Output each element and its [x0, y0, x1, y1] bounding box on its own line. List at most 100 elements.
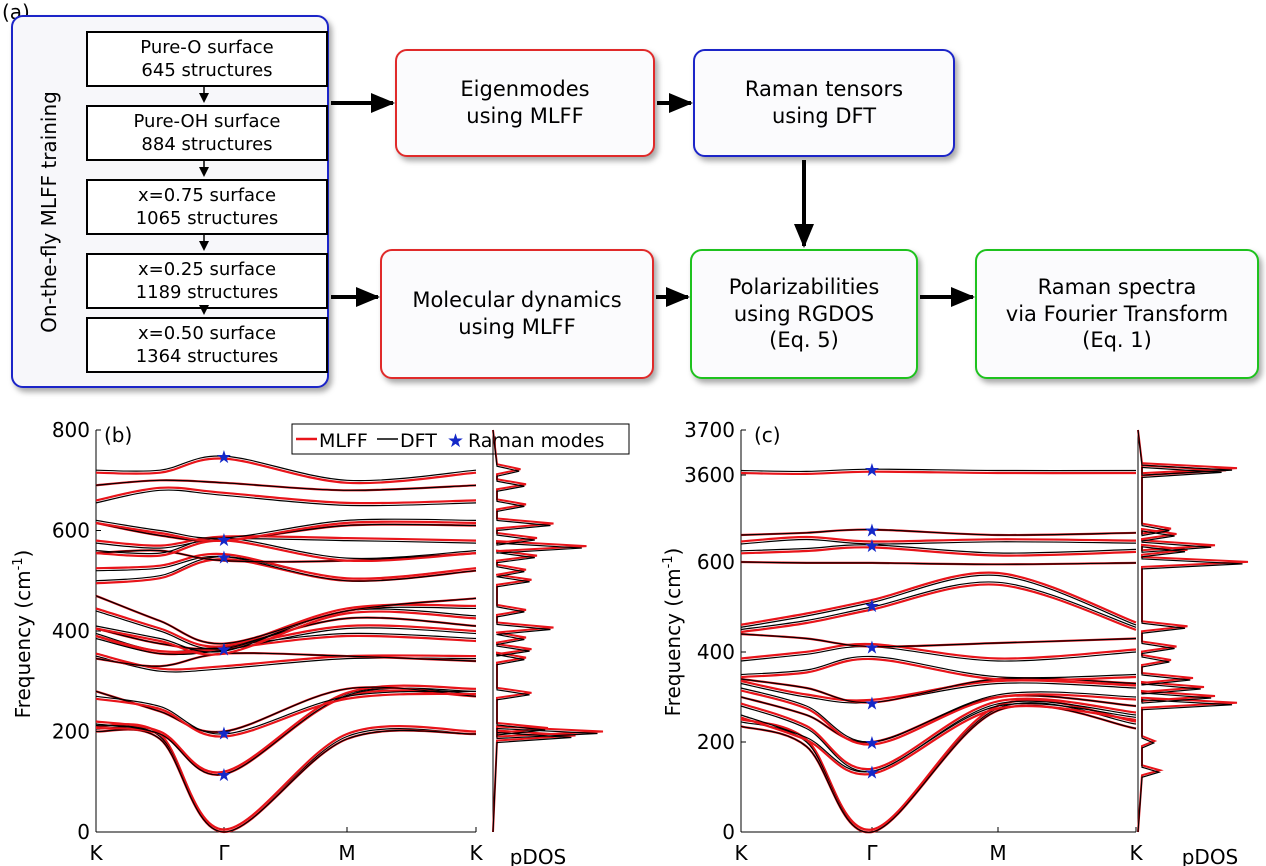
- raman-spectra-box: Raman spectra via Fourier Transform (Eq.…: [975, 249, 1259, 379]
- band-dft: [740, 645, 1137, 662]
- stage-count: 1364 structures: [135, 346, 279, 367]
- band-dft: [95, 608, 477, 653]
- legend-raman: Raman modes: [468, 430, 604, 452]
- band-dft: [95, 455, 477, 482]
- y-tick-label: 600: [52, 519, 90, 543]
- band-mlff: [95, 692, 477, 738]
- band-dft: [95, 606, 477, 650]
- y-tick-label: 600: [697, 550, 735, 574]
- x-tick-label: M: [338, 841, 355, 865]
- x-tick-label: K: [734, 841, 748, 865]
- y-tick-label: 0: [722, 820, 735, 844]
- band-mlff: [740, 583, 1137, 634]
- panel-b-label: (b): [104, 423, 132, 447]
- raman-mode-star: ★: [216, 548, 232, 569]
- band-mlff: [740, 704, 1137, 776]
- y-tick-label: 3700: [684, 418, 735, 442]
- md-method: using MLFF: [458, 315, 576, 339]
- y-tick-label: 800: [52, 418, 90, 442]
- raman-tensors-method: using DFT: [771, 104, 877, 128]
- eigenmodes-method: using MLFF: [466, 104, 584, 128]
- stage-count: 1189 structures: [135, 282, 279, 303]
- chart-c: Frequency (cm-1) (c) pDOS 0 200 400 600 3600…: [661, 418, 1249, 866]
- band-mlff: [95, 539, 477, 563]
- stage-box: Pure-O surface 645 structures: [86, 31, 328, 87]
- raman-mode-star: ★: [864, 521, 880, 542]
- panel-c-label: (c): [754, 423, 781, 447]
- band-dft: [740, 687, 1137, 743]
- x-tick-label: Γ: [218, 841, 230, 865]
- band-mlff: [95, 552, 477, 580]
- y-tick-label: 200: [52, 720, 90, 744]
- band-mlff: [95, 684, 477, 774]
- ylabel: Frequency (cm-1): [11, 550, 35, 719]
- stage-name: x=0.50 surface: [137, 322, 277, 344]
- band-dft: [740, 561, 1137, 565]
- y-tick-label: 400: [52, 619, 90, 643]
- band-dft: [95, 728, 477, 833]
- band-dft: [740, 574, 1137, 628]
- stage-count: 884 structures: [141, 134, 273, 155]
- ylabel: Frequency (cm-1): [661, 548, 685, 717]
- dos-mlff: [492, 429, 604, 833]
- raman-spectra-title: Raman spectra: [1037, 274, 1197, 299]
- band-mlff: [740, 535, 1137, 543]
- band-dft: [95, 518, 477, 539]
- polarizabilities-box: Polarizabilities using RGDOS (Eq. 5): [690, 249, 918, 379]
- raman-mode-star: ★: [864, 733, 880, 754]
- dos-label: pDOS: [510, 845, 567, 866]
- x-tick-label: M: [989, 841, 1006, 865]
- raman-spectra-eq: (Eq. 1): [1082, 328, 1152, 353]
- training-box: On-the-fly MLFF training Pure-O surface …: [11, 15, 329, 388]
- band-dft: [95, 652, 477, 667]
- stage-count: 645 structures: [141, 60, 273, 81]
- legend-mlff: MLFF: [319, 430, 368, 452]
- band-mlff: [740, 697, 1137, 770]
- raman-mode-star: ★: [216, 640, 232, 661]
- band-dft: [740, 581, 1137, 631]
- stage-name: Pure-OH surface: [133, 110, 281, 132]
- eigenmodes-box: Eigenmodes using MLFF: [395, 49, 655, 157]
- y-tick-label: 400: [697, 640, 735, 664]
- dos-dft: [492, 429, 598, 833]
- stage-count: 1065 structures: [135, 208, 279, 229]
- band-dft: [95, 617, 477, 650]
- band-dft: [95, 686, 477, 733]
- stage-name: x=0.75 surface: [137, 184, 277, 206]
- raman-spectra-method: via Fourier Transform: [1005, 301, 1229, 326]
- band-dft: [740, 544, 1137, 554]
- legend: MLFF DFT ★ Raman modes: [291, 423, 630, 455]
- y-tick-label: 0: [77, 820, 90, 844]
- band-mlff: [740, 679, 1137, 702]
- stage-box: Pure-OH surface 884 structures: [86, 105, 328, 161]
- band-dft: [95, 555, 477, 582]
- y-tick-label: 200: [697, 730, 735, 754]
- band-mlff: [740, 657, 1137, 682]
- band-dft: [740, 528, 1137, 536]
- x-tick-label: Γ: [866, 841, 878, 865]
- raman-mode-star: ★: [864, 460, 880, 481]
- band-dft: [740, 655, 1137, 679]
- band-mlff: [95, 486, 477, 505]
- band-dft: [740, 538, 1137, 545]
- band-mlff: [95, 728, 477, 834]
- chart-b: Frequency (cm-1) (b) pDOS MLFF DFT ★ Ram…: [11, 418, 630, 866]
- x-tick-label: K: [89, 841, 103, 865]
- raman-mode-star: ★: [216, 530, 232, 551]
- svg-text:★: ★: [447, 430, 464, 452]
- band-dft: [95, 726, 477, 833]
- raman-mode-star: ★: [864, 536, 880, 557]
- x-tick-label: K: [469, 841, 483, 865]
- dos-mlff: [1137, 429, 1249, 833]
- polarizabilities-title: Polarizabilities: [728, 274, 880, 299]
- band-mlff: [95, 535, 477, 547]
- band-dft: [95, 690, 477, 735]
- stage-box: x=0.25 surface 1189 structures: [86, 253, 328, 309]
- band-dft: [95, 549, 477, 563]
- y-tick-label: 3600: [684, 463, 735, 487]
- band-mlff: [95, 457, 477, 485]
- band-mlff: [740, 689, 1137, 746]
- md-title: Molecular dynamics: [412, 288, 622, 313]
- raman-mode-star: ★: [216, 447, 232, 468]
- raman-mode-star: ★: [864, 596, 880, 617]
